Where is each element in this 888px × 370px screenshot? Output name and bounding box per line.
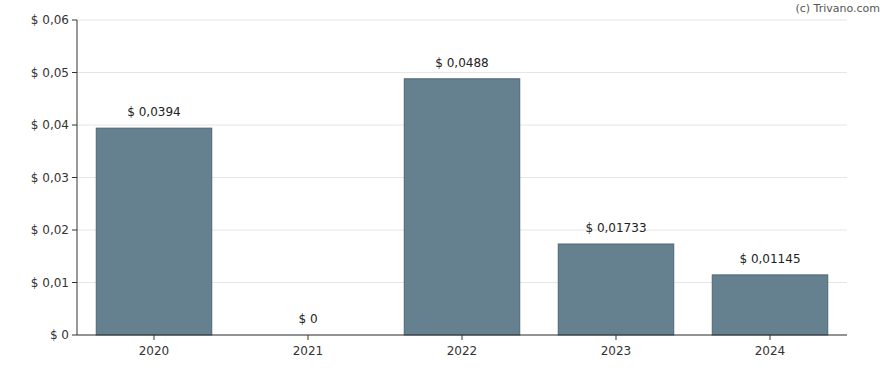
data-label: $ 0,01145 bbox=[739, 252, 800, 266]
y-tick bbox=[72, 72, 77, 73]
x-tick-label: 2024 bbox=[755, 344, 786, 358]
bar bbox=[96, 128, 212, 335]
x-tick bbox=[462, 335, 463, 340]
y-axis bbox=[77, 20, 78, 335]
data-label: $ 0,0394 bbox=[127, 105, 180, 119]
data-label: $ 0,01733 bbox=[585, 221, 646, 235]
y-tick-label: $ 0,04 bbox=[31, 118, 69, 132]
y-tick-label: $ 0,06 bbox=[31, 13, 69, 27]
x-tick-label: 2023 bbox=[601, 344, 632, 358]
y-tick bbox=[72, 20, 77, 21]
x-tick bbox=[154, 335, 155, 340]
y-tick-label: $ 0,05 bbox=[31, 66, 69, 80]
annotation: (c) Trivano.com bbox=[795, 2, 880, 15]
bar bbox=[558, 244, 674, 335]
y-tick-label: $ 0 bbox=[50, 328, 69, 342]
y-tick bbox=[72, 177, 77, 178]
y-tick-label: $ 0,02 bbox=[31, 223, 69, 237]
chart: (c) Trivano.com $ 0 $ 0,01 $ 0,02 $ 0,03 $ 0,… bbox=[0, 0, 888, 370]
y-tick bbox=[72, 125, 77, 126]
y-tick bbox=[72, 335, 77, 336]
data-label: $ 0,0488 bbox=[435, 56, 488, 70]
bar bbox=[404, 79, 520, 335]
y-tick-label: $ 0,01 bbox=[31, 276, 69, 290]
x-tick bbox=[770, 335, 771, 340]
y-tick bbox=[72, 282, 77, 283]
x-tick bbox=[616, 335, 617, 340]
x-tick-label: 2022 bbox=[447, 344, 478, 358]
x-tick-label: 2021 bbox=[293, 344, 324, 358]
data-label: $ 0 bbox=[298, 312, 317, 326]
bar bbox=[712, 275, 828, 335]
y-tick bbox=[72, 230, 77, 231]
grid-line bbox=[77, 72, 847, 73]
grid-line bbox=[77, 20, 847, 21]
x-tick-label: 2020 bbox=[139, 344, 170, 358]
x-tick bbox=[308, 335, 309, 340]
y-tick-label: $ 0,03 bbox=[31, 171, 69, 185]
